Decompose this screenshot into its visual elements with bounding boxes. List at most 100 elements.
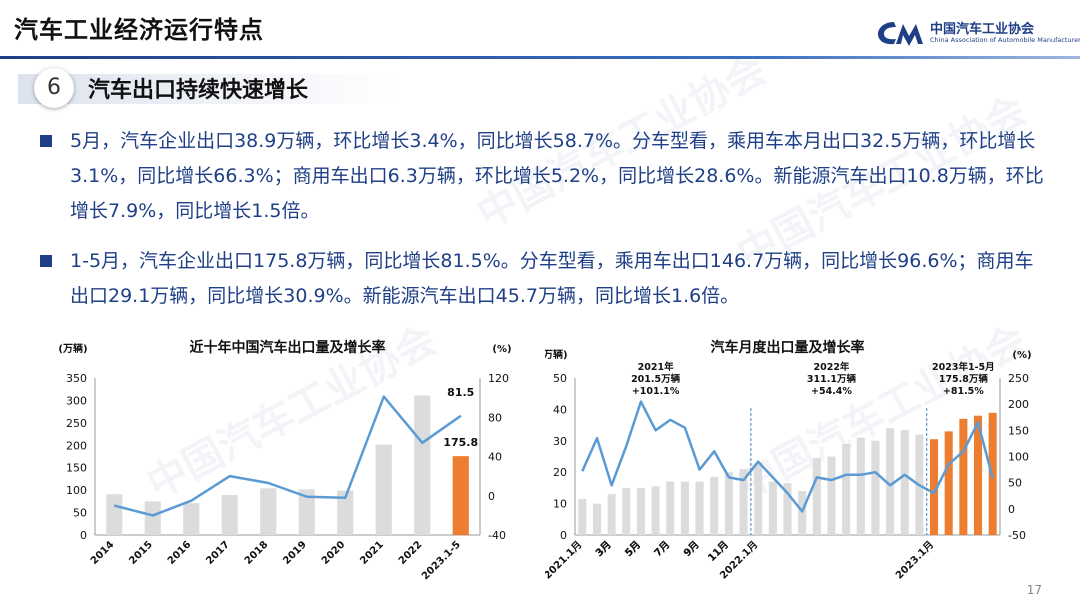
x-tick-label: 11月 [706,539,731,564]
x-tick-label: 2023.1-5 [420,539,463,582]
annotation-text: +81.5% [943,386,984,397]
x-tick-label: 7月 [652,539,672,559]
header-divider [0,56,1080,59]
x-tick-label: 5月 [623,539,643,559]
right-tick-label: 250 [1008,372,1029,385]
bar [106,494,123,535]
bar [298,489,315,535]
x-tick-label: 2017 [204,539,231,566]
bar [900,429,909,535]
left-tick-label: 100 [66,484,87,497]
x-tick-label: 2016 [166,539,193,566]
x-tick-label: 2021 [358,539,385,566]
x-tick-label: 2019 [281,539,308,566]
bar [452,456,469,535]
left-tick-label: 30 [553,435,567,448]
annual-export-chart: 近十年中国汽车出口量及增长率 (万辆) (%) 0 50 100 150 200 250 300 3… [50,330,530,600]
right-tick-label: 40 [488,451,502,464]
bar [842,443,851,535]
bar [221,495,238,535]
bar [973,415,983,535]
bullet-text: 5月，汽车企业出口38.9万辆，环比增长3.4%，同比增长58.7%。分车型看，… [70,130,1044,222]
left-tick-label: 50 [553,372,567,385]
bar [886,428,895,535]
bar [768,481,777,535]
annotation-text: +54.4% [811,386,852,397]
logo-name-en: China Association of Automobile Manufact… [930,36,1080,44]
right-tick-label: -50 [1008,529,1026,542]
bar [375,444,392,535]
right-axis-unit: (%) [492,344,511,355]
bar [607,494,616,535]
right-tick-label: 80 [488,411,502,424]
bar [592,503,602,535]
page-header: 汽车工业经济运行特点 中国汽车工业协会 China Association of… [0,0,1080,60]
logo-name-cn: 中国汽车工业协会 [930,22,1035,37]
annotation-text: 311.1万辆 [807,373,857,385]
logo: 中国汽车工业协会 China Association of Automobile… [876,14,1080,50]
bar [827,456,836,535]
annotation-text: 2023年1-5月 [932,361,995,373]
bar [812,458,821,535]
x-tick-label: 2020 [320,539,347,566]
right-axis-unit: (%) [1012,350,1031,361]
chart-title: 汽车月度出口量及增长率 [711,339,865,356]
x-tick-label: 3月 [593,539,613,559]
left-tick-label: 50 [73,507,87,520]
left-axis-unit: (万辆) [58,342,87,355]
bar [871,440,880,535]
annotation-text: 175.8万辆 [939,373,989,385]
left-tick-label: 10 [553,498,567,511]
x-tick-label: 2015 [127,539,154,566]
page-number: 17 [1026,583,1042,597]
bar [798,491,807,535]
bar [944,431,953,535]
data-label: 81.5 [447,386,474,399]
bar [578,498,587,535]
annotation-text: 2021年 [638,361,674,373]
annotation-text: +101.1% [632,386,680,397]
bar [636,487,645,535]
left-tick-label: 0 [80,529,87,542]
bar [183,503,200,535]
bar [695,481,704,535]
left-tick-label: 250 [66,417,87,430]
annotation-text: 201.5万辆 [631,373,681,385]
bar [739,469,748,535]
x-tick-label: 2021.1月 [545,539,584,582]
bar [959,418,968,535]
right-tick-label: 120 [488,372,509,385]
page-title: 汽车工业经济运行特点 [14,16,264,44]
right-tick-label: -40 [488,529,506,542]
annotation-text: 2022年 [813,361,849,373]
bullet-square-icon [40,255,52,267]
bar [260,488,277,535]
right-tick-label: 200 [1008,398,1029,411]
bar [414,395,431,535]
x-tick-label: 2023.1月 [893,539,936,582]
right-tick-label: 0 [488,490,495,503]
bar [622,487,631,535]
monthly-export-chart-svg: 汽车月度出口量及增长率 (万辆) (%) 0 10 20 30 40 50 -50 0 50 100 15… [538,339,1031,582]
bullet-square-icon [40,135,52,147]
right-tick-label: 0 [1008,503,1015,516]
x-tick-label: 2018 [243,539,270,566]
section-number: 6 [34,68,74,108]
x-tick-label: 9月 [681,539,701,559]
growth-rate-line [581,400,994,513]
growth-rate-line [113,395,462,517]
right-tick-label: 50 [1008,477,1022,490]
left-tick-label: 40 [553,403,567,416]
left-tick-label: 0 [560,529,567,542]
section-heading: 6 汽车出口持续快速增长 [18,66,438,110]
bar [724,472,733,535]
x-tick-label: 2022 [397,539,424,566]
x-tick-label: 2014 [89,539,116,566]
bar [680,481,689,535]
right-tick-label: 150 [1008,424,1029,437]
bar [930,439,939,535]
left-tick-label: 300 [66,394,87,407]
bar [710,476,719,535]
left-tick-label: 350 [66,372,87,385]
left-axis-unit: (万辆) [545,348,568,361]
